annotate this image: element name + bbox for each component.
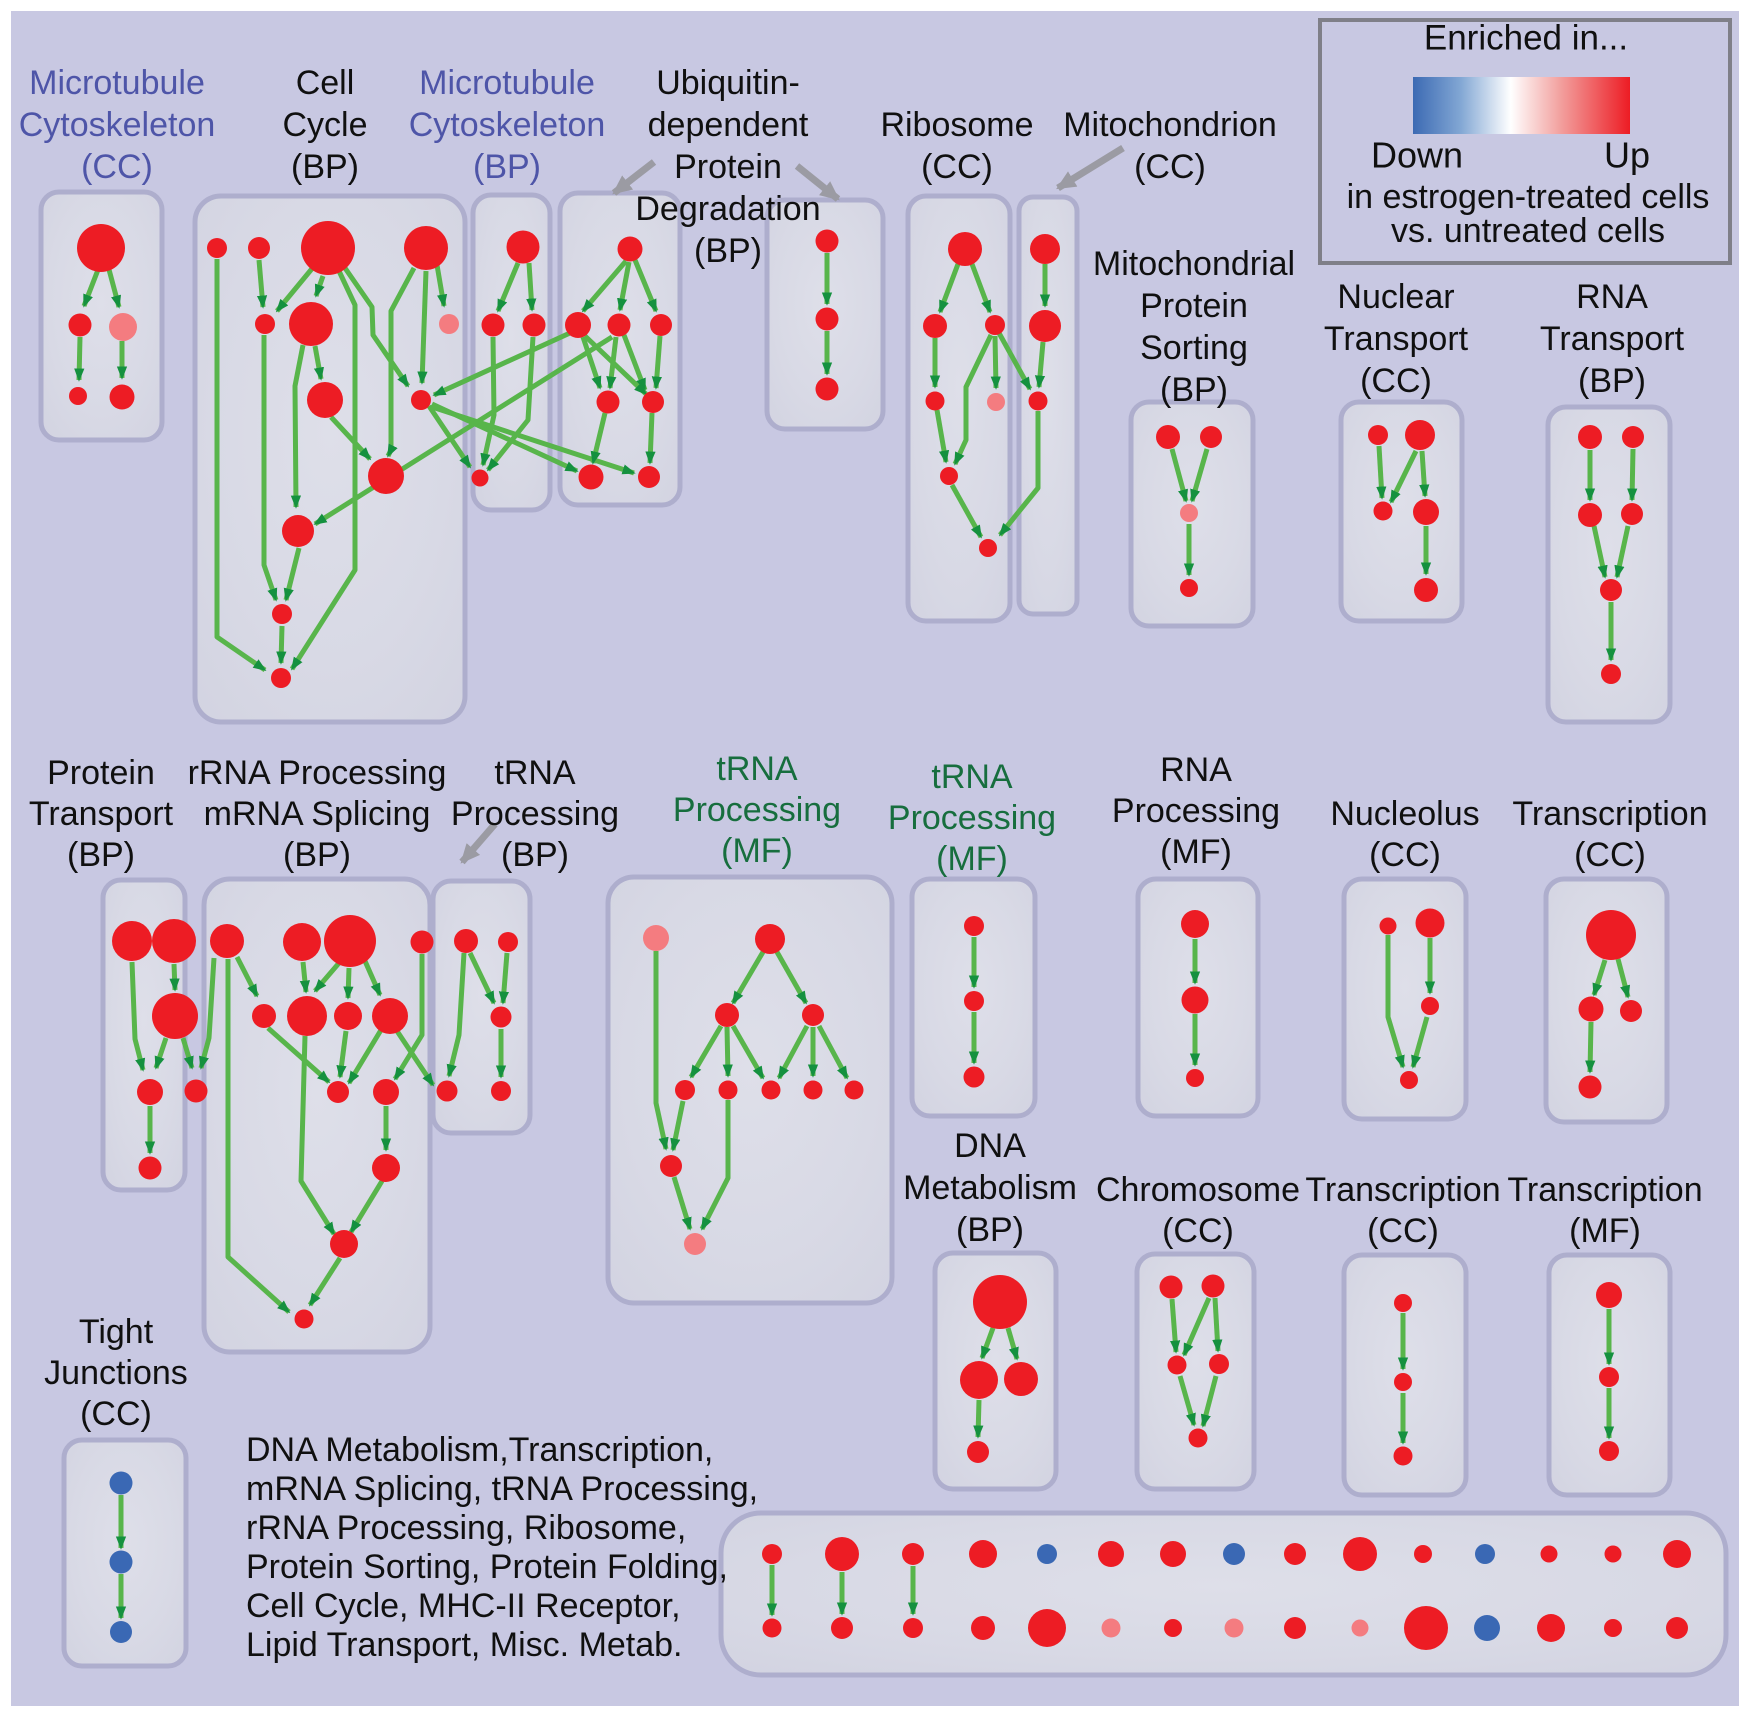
svg-text:Nucleolus: Nucleolus [1330,795,1479,833]
svg-text:(CC): (CC) [81,148,153,186]
svg-text:Transport: Transport [1540,320,1685,358]
svg-text:Sorting: Sorting [1140,329,1248,367]
svg-text:(CC): (CC) [1369,836,1441,874]
svg-text:rRNA Processing: rRNA Processing [188,754,447,792]
svg-text:tRNA: tRNA [494,754,576,792]
svg-text:(CC): (CC) [1162,1212,1234,1250]
svg-text:Up: Up [1604,135,1650,176]
svg-text:(CC): (CC) [1367,1212,1439,1250]
svg-text:Protein: Protein [674,148,782,186]
svg-text:DNA Metabolism,Transcription,: DNA Metabolism,Transcription, [246,1431,713,1469]
svg-text:(BP): (BP) [283,836,351,874]
svg-text:Down: Down [1371,135,1463,176]
svg-text:Processing: Processing [888,799,1056,837]
svg-text:Cell Cycle, MHC-II Receptor,: Cell Cycle, MHC-II Receptor, [246,1587,681,1625]
svg-text:Cytoskeleton: Cytoskeleton [409,106,606,144]
svg-text:Transcription: Transcription [1512,795,1707,833]
svg-text:Cell: Cell [296,64,355,102]
svg-text:Chromosome: Chromosome [1096,1171,1300,1209]
svg-text:(BP): (BP) [956,1211,1024,1249]
svg-text:Transcription: Transcription [1507,1171,1702,1209]
svg-text:in estrogen-treated cells: in estrogen-treated cells [1347,178,1710,216]
svg-text:Protein: Protein [1140,287,1248,325]
svg-text:Tight: Tight [79,1313,154,1351]
svg-text:(CC): (CC) [921,148,993,186]
svg-text:Processing: Processing [673,791,841,829]
svg-text:Enriched in...: Enriched in... [1424,18,1628,57]
svg-text:Transport: Transport [29,795,174,833]
svg-text:Metabolism: Metabolism [903,1169,1077,1207]
svg-text:(BP): (BP) [291,148,359,186]
svg-text:Protein Sorting, Protein Foldi: Protein Sorting, Protein Folding, [246,1548,728,1586]
svg-text:(BP): (BP) [1578,362,1646,400]
svg-text:RNA: RNA [1576,278,1648,316]
svg-text:Lipid Transport, Misc. Metab.: Lipid Transport, Misc. Metab. [246,1626,683,1664]
svg-text:Microtubule: Microtubule [419,64,595,102]
svg-text:(MF): (MF) [1160,833,1232,871]
svg-text:dependent: dependent [648,106,809,144]
svg-text:(MF): (MF) [936,840,1008,878]
svg-text:tRNA: tRNA [716,750,798,788]
svg-text:Ubiquitin-: Ubiquitin- [656,64,800,102]
svg-text:Protein: Protein [47,754,155,792]
svg-text:Cytoskeleton: Cytoskeleton [19,106,216,144]
svg-text:Transport: Transport [1324,320,1469,358]
svg-text:(BP): (BP) [1160,371,1228,409]
svg-text:Processing: Processing [451,795,619,833]
svg-text:Cycle: Cycle [282,106,367,144]
svg-text:(BP): (BP) [694,232,762,270]
svg-text:Transcription: Transcription [1305,1171,1500,1209]
svg-text:(BP): (BP) [473,148,541,186]
svg-text:mRNA Splicing, tRNA Processing: mRNA Splicing, tRNA Processing, [246,1470,758,1508]
svg-text:Mitochondrial: Mitochondrial [1093,245,1295,283]
svg-text:(CC): (CC) [1134,148,1206,186]
svg-text:RNA: RNA [1160,751,1232,789]
svg-text:(BP): (BP) [67,836,135,874]
svg-text:Nuclear: Nuclear [1337,278,1454,316]
svg-text:rRNA Processing, Ribosome,: rRNA Processing, Ribosome, [246,1509,686,1547]
svg-text:(BP): (BP) [501,836,569,874]
svg-text:Mitochondrion: Mitochondrion [1063,106,1277,144]
svg-text:(MF): (MF) [1569,1212,1641,1250]
svg-text:Processing: Processing [1112,792,1280,830]
svg-text:DNA: DNA [954,1127,1026,1165]
svg-text:(MF): (MF) [721,832,793,870]
svg-text:(CC): (CC) [80,1395,152,1433]
svg-text:mRNA Splicing: mRNA Splicing [204,795,431,833]
svg-text:Ribosome: Ribosome [880,106,1033,144]
svg-text:Junctions: Junctions [44,1354,188,1392]
svg-text:Degradation: Degradation [635,190,820,228]
svg-text:(CC): (CC) [1574,836,1646,874]
svg-text:vs. untreated cells: vs. untreated cells [1391,212,1665,250]
svg-text:Microtubule: Microtubule [29,64,205,102]
svg-text:(CC): (CC) [1360,362,1432,400]
svg-text:tRNA: tRNA [931,758,1013,796]
